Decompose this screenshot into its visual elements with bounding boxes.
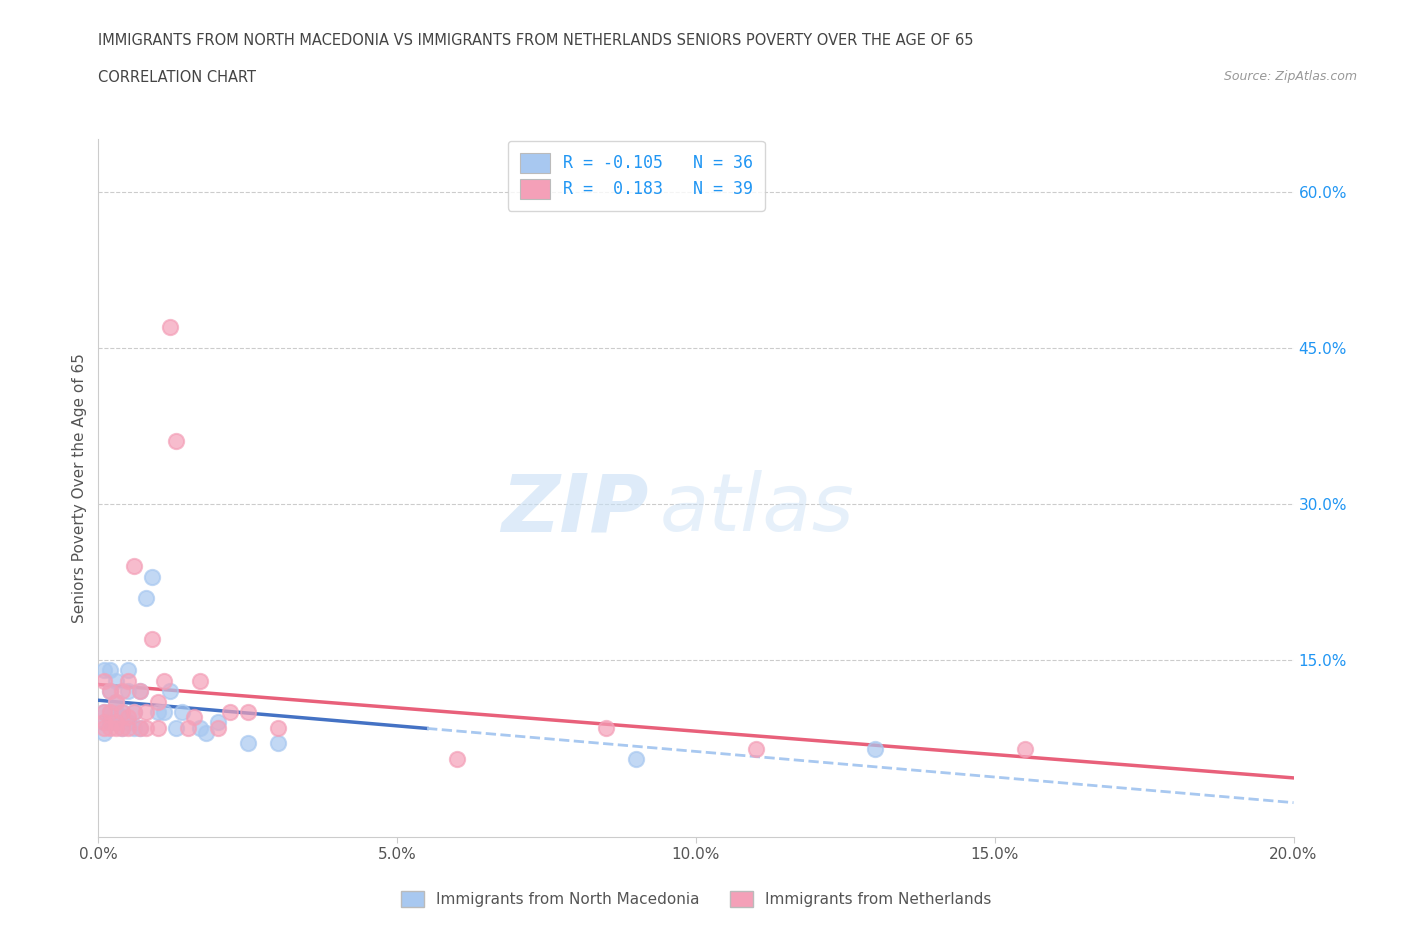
Point — [117, 673, 139, 688]
Point — [745, 741, 768, 756]
Point — [159, 684, 181, 698]
Point — [111, 710, 134, 724]
Point — [148, 720, 170, 735]
Point — [117, 663, 139, 678]
Point — [93, 715, 115, 730]
Point — [165, 434, 187, 449]
Point — [172, 705, 194, 720]
Point — [100, 705, 122, 720]
Point — [105, 694, 128, 709]
Point — [100, 684, 122, 698]
Point — [100, 663, 122, 678]
Point — [236, 736, 259, 751]
Text: atlas: atlas — [661, 471, 855, 548]
Point — [153, 673, 176, 688]
Point — [129, 684, 152, 698]
Point — [141, 631, 163, 646]
Point — [93, 705, 115, 720]
Point — [117, 710, 139, 724]
Legend: Immigrants from North Macedonia, Immigrants from Netherlands: Immigrants from North Macedonia, Immigra… — [395, 884, 997, 913]
Point — [100, 684, 122, 698]
Point — [595, 720, 617, 735]
Point — [111, 720, 134, 735]
Point — [124, 720, 146, 735]
Point — [188, 720, 211, 735]
Point — [124, 705, 146, 720]
Point — [111, 705, 134, 720]
Point — [93, 663, 115, 678]
Point — [148, 705, 170, 720]
Point — [105, 715, 128, 730]
Point — [105, 720, 128, 735]
Point — [177, 720, 200, 735]
Point — [93, 715, 115, 730]
Point — [135, 705, 157, 720]
Text: CORRELATION CHART: CORRELATION CHART — [98, 70, 256, 85]
Point — [626, 751, 648, 766]
Point — [111, 684, 134, 698]
Point — [129, 720, 152, 735]
Point — [236, 705, 259, 720]
Point — [1014, 741, 1036, 756]
Point — [117, 720, 139, 735]
Point — [207, 715, 229, 730]
Point — [117, 715, 139, 730]
Point — [153, 705, 176, 720]
Point — [93, 720, 115, 735]
Point — [124, 559, 146, 574]
Point — [267, 720, 290, 735]
Point — [105, 694, 128, 709]
Point — [100, 720, 122, 735]
Text: Source: ZipAtlas.com: Source: ZipAtlas.com — [1223, 70, 1357, 83]
Y-axis label: Seniors Poverty Over the Age of 65: Seniors Poverty Over the Age of 65 — [72, 353, 87, 623]
Text: ZIP: ZIP — [501, 471, 648, 548]
Point — [188, 673, 211, 688]
Point — [111, 720, 134, 735]
Point — [135, 591, 157, 605]
Point — [219, 705, 242, 720]
Point — [129, 684, 152, 698]
Point — [105, 715, 128, 730]
Point — [148, 694, 170, 709]
Point — [111, 705, 134, 720]
Point — [129, 720, 152, 735]
Point — [865, 741, 887, 756]
Point — [93, 705, 115, 720]
Point — [105, 673, 128, 688]
Point — [117, 684, 139, 698]
Point — [100, 705, 122, 720]
Text: IMMIGRANTS FROM NORTH MACEDONIA VS IMMIGRANTS FROM NETHERLANDS SENIORS POVERTY O: IMMIGRANTS FROM NORTH MACEDONIA VS IMMIG… — [98, 33, 974, 47]
Point — [100, 715, 122, 730]
Point — [93, 673, 115, 688]
Point — [159, 319, 181, 334]
Point — [141, 569, 163, 584]
Point — [446, 751, 468, 766]
Point — [105, 705, 128, 720]
Point — [207, 720, 229, 735]
Point — [267, 736, 290, 751]
Point — [183, 710, 205, 724]
Point — [124, 705, 146, 720]
Point — [165, 720, 187, 735]
Point — [93, 725, 115, 740]
Point — [195, 725, 218, 740]
Point — [135, 720, 157, 735]
